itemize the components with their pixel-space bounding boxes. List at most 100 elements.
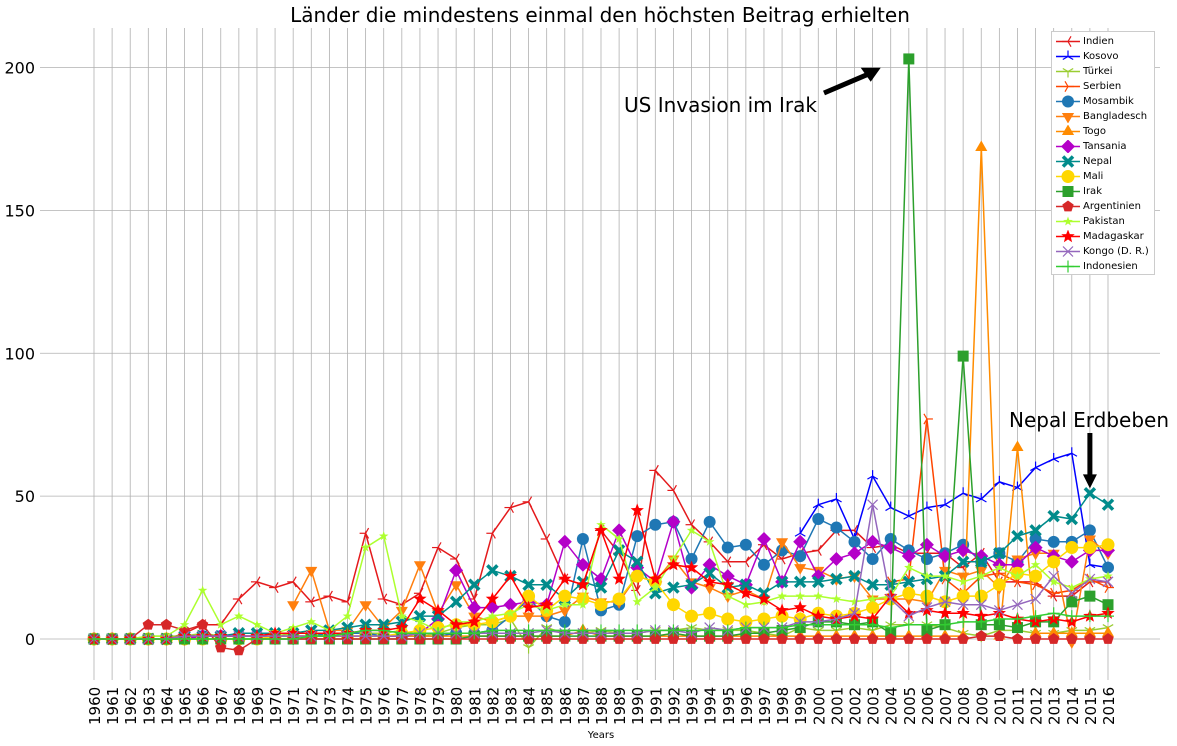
data-point xyxy=(450,581,463,592)
legend-swatch xyxy=(1056,186,1080,197)
data-point xyxy=(179,619,190,629)
data-point xyxy=(468,627,481,640)
data-point xyxy=(739,556,750,568)
data-point xyxy=(703,624,716,637)
legend-marker xyxy=(1062,260,1074,273)
data-point xyxy=(630,555,644,569)
legend-label: Madagaskar xyxy=(1083,231,1144,242)
data-point xyxy=(938,606,952,619)
data-point xyxy=(486,624,499,637)
data-point xyxy=(287,633,300,645)
data-point xyxy=(540,624,553,637)
data-point xyxy=(1102,561,1114,574)
series-layer xyxy=(87,53,1115,656)
data-point xyxy=(865,534,880,549)
data-point xyxy=(703,633,716,644)
legend-swatch xyxy=(1056,50,1080,61)
data-point xyxy=(775,575,789,589)
x-tick-label: 2010 xyxy=(991,687,1009,725)
data-point xyxy=(631,624,644,637)
data-point xyxy=(503,609,517,623)
data-point xyxy=(956,543,971,558)
data-point xyxy=(1029,626,1042,637)
data-point xyxy=(829,552,844,566)
x-tick-label: 1979 xyxy=(430,687,448,725)
x-tick-label: 1965 xyxy=(177,687,195,725)
data-point xyxy=(940,571,950,581)
legend-marker xyxy=(1064,81,1074,92)
data-point xyxy=(721,624,734,637)
data-point xyxy=(667,581,680,594)
x-tick-label: 1999 xyxy=(792,687,810,725)
data-point xyxy=(920,603,934,617)
data-point xyxy=(485,615,499,629)
y-axis-ticks: 0 50 100 150 200 xyxy=(4,59,35,650)
legend-item: Tansania xyxy=(1052,139,1156,154)
x-tick-label: 1987 xyxy=(575,687,593,725)
x-tick-label: 2014 xyxy=(1064,687,1082,725)
legend-marker xyxy=(1061,140,1075,153)
data-point xyxy=(576,577,590,591)
data-point xyxy=(450,553,460,565)
data-point xyxy=(649,464,659,476)
legend-marker xyxy=(1062,186,1074,197)
data-point xyxy=(540,597,554,611)
legend-label: Indonesien xyxy=(1083,261,1138,272)
data-point xyxy=(1029,549,1042,561)
data-point xyxy=(812,498,824,509)
x-tick-label: 1996 xyxy=(738,687,756,725)
x-tick-label: 1970 xyxy=(267,687,285,725)
data-point xyxy=(486,527,496,539)
legend-label: Togo xyxy=(1083,126,1106,137)
data-point xyxy=(214,633,227,645)
data-point xyxy=(540,578,553,591)
data-point xyxy=(576,624,589,637)
data-point xyxy=(757,532,771,546)
data-point xyxy=(923,413,933,425)
legend: Indien Kosovo Türkei Serbien Mosambik Banglad… xyxy=(1051,31,1155,275)
legend-item: Serbien xyxy=(1052,79,1156,94)
data-point xyxy=(649,518,662,531)
data-point xyxy=(865,612,880,625)
x-tick-label: 1975 xyxy=(358,687,376,725)
data-point xyxy=(902,606,916,619)
data-point xyxy=(1047,535,1060,548)
data-point xyxy=(413,561,426,572)
data-point xyxy=(666,598,680,612)
legend-marker xyxy=(1062,67,1074,78)
x-tick-label: 1974 xyxy=(340,687,358,725)
data-point xyxy=(812,618,825,631)
data-point xyxy=(975,630,987,641)
x-tick-label: 1982 xyxy=(484,687,502,725)
legend-swatch xyxy=(1056,81,1080,92)
data-point xyxy=(1065,610,1078,623)
data-point xyxy=(831,594,842,603)
data-point xyxy=(993,547,1006,560)
data-point xyxy=(1101,626,1115,637)
legend-item: Pakistan xyxy=(1052,214,1156,229)
legend-item: Kongo (D. R.) xyxy=(1052,244,1156,259)
legend-item: Irak xyxy=(1052,184,1156,199)
data-point xyxy=(522,612,535,624)
legend-marker xyxy=(1061,155,1075,168)
annotation-arrow-head xyxy=(1082,474,1097,489)
x-tick-label: 1981 xyxy=(466,687,484,725)
data-point xyxy=(938,549,952,564)
data-point xyxy=(541,605,552,615)
data-point xyxy=(1030,559,1041,569)
data-point xyxy=(922,571,932,581)
data-point xyxy=(432,542,442,554)
legend-label: Serbien xyxy=(1083,81,1122,92)
data-point xyxy=(1065,541,1079,555)
data-point xyxy=(196,618,209,630)
data-point xyxy=(1066,633,1078,644)
data-point xyxy=(268,626,282,639)
data-point xyxy=(847,609,862,622)
data-point xyxy=(216,619,226,629)
legend-marker xyxy=(1062,200,1074,212)
x-tick-label: 1983 xyxy=(502,687,520,725)
data-point xyxy=(1030,593,1041,605)
data-point xyxy=(342,611,353,621)
data-point xyxy=(666,557,681,571)
data-point xyxy=(1048,452,1060,463)
